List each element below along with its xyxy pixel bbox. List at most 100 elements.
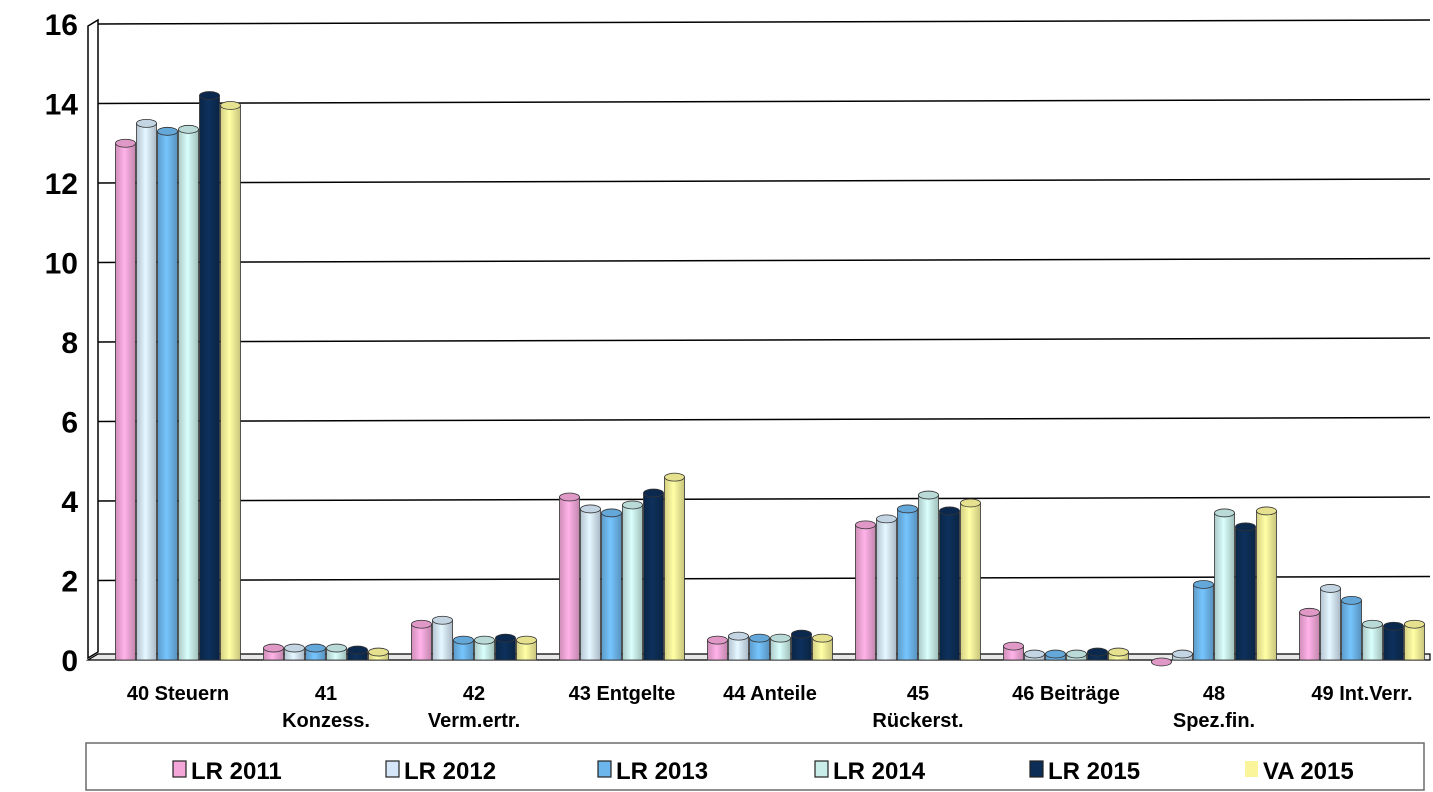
- x-tick-label: Konzess.: [282, 710, 370, 732]
- bar: [495, 633, 516, 661]
- gridline: [97, 178, 1431, 184]
- bar: [1151, 657, 1172, 667]
- gridline: [97, 416, 1431, 423]
- bar: [664, 472, 685, 661]
- bar: [580, 504, 601, 661]
- bar: [1024, 649, 1045, 661]
- bar: [939, 506, 960, 661]
- legend-item: LR 2014: [814, 758, 926, 785]
- y-tick-label: 6: [61, 407, 78, 440]
- bar: [918, 490, 939, 661]
- legend-swatch: [597, 760, 612, 778]
- legend-item: LR 2012: [385, 758, 496, 785]
- bars: [115, 91, 1425, 667]
- bar: [812, 633, 833, 661]
- bar: [284, 643, 305, 661]
- bar: [199, 91, 220, 661]
- legend-box: [85, 742, 1425, 791]
- legend-label: LR 2013: [616, 758, 708, 785]
- bar: [516, 635, 537, 661]
- bar: [347, 645, 368, 661]
- bar: [178, 124, 199, 661]
- y-axis-ticks: 0 2 4 6 8 10 12 14 16: [45, 9, 79, 678]
- bar: [1108, 647, 1129, 661]
- x-tick-label: Rückerst.: [872, 710, 963, 732]
- x-tick-label: 41: [315, 683, 337, 705]
- bar: [115, 138, 136, 661]
- bar: [157, 126, 178, 661]
- legend-label: LR 2015: [1048, 758, 1140, 785]
- x-tick-label: Spez.fin.: [1173, 710, 1255, 732]
- bar: [1066, 649, 1087, 661]
- bar: [1087, 647, 1108, 661]
- bar: [1214, 508, 1235, 661]
- gridline: [97, 19, 1431, 25]
- bar: [1003, 641, 1024, 661]
- bar: [1045, 649, 1066, 661]
- x-tick-label: 40 Steuern: [127, 683, 229, 705]
- x-tick-label: 48: [1203, 683, 1225, 705]
- bar: [1341, 595, 1362, 661]
- gridlines: [97, 19, 1431, 582]
- legend-swatch: [385, 760, 400, 778]
- bar: [728, 631, 749, 661]
- legend-swatch: [814, 760, 829, 778]
- bar: [411, 619, 432, 661]
- bar: [263, 643, 284, 661]
- bar: [601, 508, 622, 661]
- bar: [326, 643, 347, 661]
- bar: [1235, 522, 1256, 661]
- gridline: [97, 98, 1431, 105]
- x-tick-label: Verm.ertr.: [428, 710, 520, 732]
- y-tick-label: 2: [61, 566, 78, 599]
- bar: [876, 514, 897, 661]
- legend-label: LR 2012: [404, 758, 496, 785]
- legend-item: LR 2011: [172, 758, 282, 785]
- gridline: [97, 337, 1431, 343]
- y-tick-label: 10: [45, 248, 78, 281]
- bar: [960, 498, 981, 661]
- legend-item: LR 2015: [1029, 758, 1140, 785]
- bar: [770, 633, 791, 661]
- bar: [1299, 607, 1320, 661]
- bar: [368, 647, 389, 661]
- x-tick-label: 49 Int.Verr.: [1311, 683, 1412, 705]
- bar: [220, 101, 241, 661]
- y-tick-label: 0: [61, 645, 78, 678]
- bar: [1172, 649, 1193, 661]
- bar: [1362, 619, 1383, 661]
- legend: LR 2011 LR 2012 LR 2013 LR 2014 LR 2015 VA 20…: [85, 742, 1425, 791]
- legend-swatch: [1245, 761, 1258, 777]
- gridline: [97, 575, 1431, 582]
- legend-swatch: [1029, 760, 1044, 778]
- bar: [559, 492, 580, 661]
- bar: [474, 635, 495, 661]
- bar: [622, 500, 643, 661]
- legend-label: VA 2015: [1263, 758, 1354, 785]
- gridline: [97, 257, 1431, 264]
- bar: [749, 633, 770, 661]
- bar: [1193, 580, 1214, 661]
- bar: [897, 504, 918, 661]
- bar: [305, 643, 326, 661]
- bar: [453, 635, 474, 661]
- legend-label: LR 2014: [833, 758, 926, 785]
- legend-item: LR 2013: [597, 758, 708, 785]
- x-tick-label: 45: [907, 683, 929, 705]
- y-tick-label: 4: [61, 486, 78, 519]
- legend-swatch: [172, 760, 187, 778]
- x-tick-label: 42: [463, 683, 485, 705]
- x-tick-label: 46 Beiträge: [1012, 683, 1120, 705]
- plot-area: 0 2 4 6 8 10 12 14 16 40 Steuern 41 Konzess. 42 Verm…: [45, 9, 1431, 732]
- plot-side-wall: [87, 18, 99, 660]
- bar: [643, 488, 664, 661]
- bar: [1404, 619, 1425, 661]
- legend-label: LR 2011: [191, 758, 282, 785]
- gridline: [97, 496, 1431, 502]
- bar: [707, 635, 728, 661]
- bar: [855, 520, 876, 661]
- bar: [1320, 584, 1341, 661]
- bar: [1256, 506, 1277, 661]
- bar: [136, 118, 157, 661]
